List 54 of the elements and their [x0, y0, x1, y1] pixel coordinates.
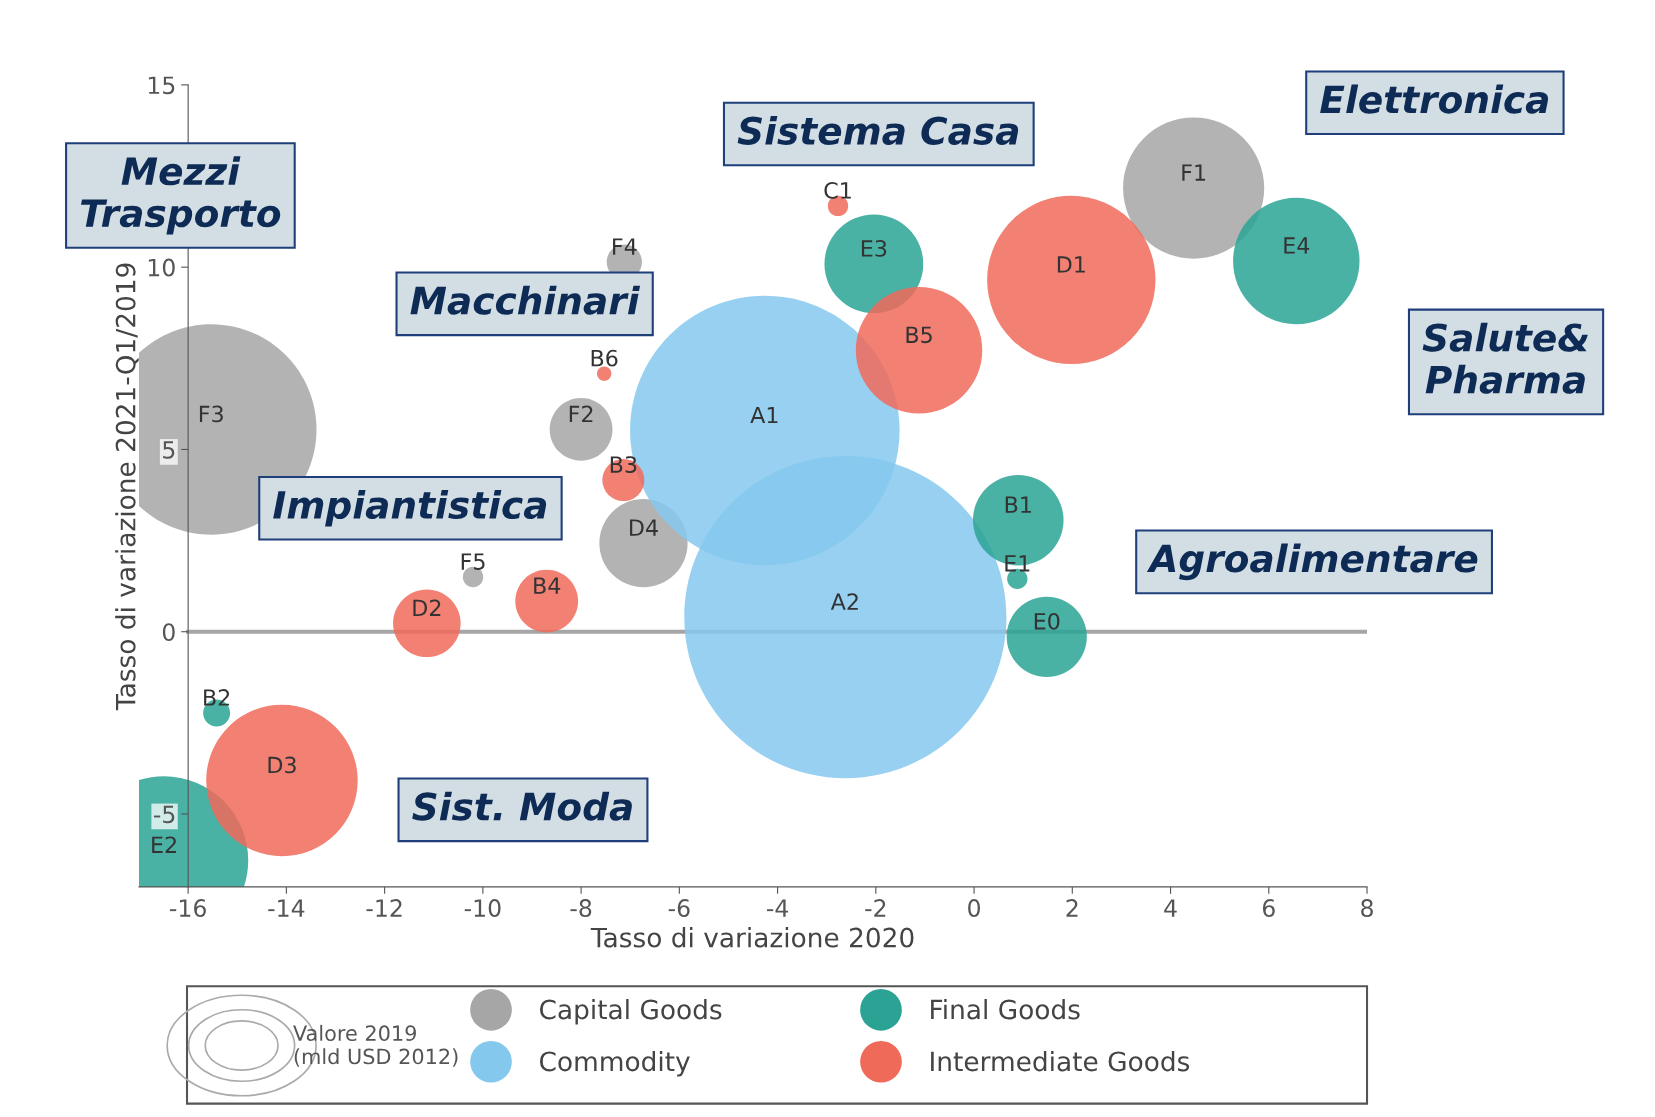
x-axis-title: Tasso di variazione 2020 [590, 927, 914, 948]
data-label: D3 [268, 756, 296, 774]
annotation: Elettronica [1320, 84, 1549, 114]
legend-label: Intermediate Goods [931, 1050, 1190, 1072]
text: Valore 2019 (mld USD 2012) [293, 1024, 458, 1067]
data-label: E2 [152, 836, 176, 853]
x-tick-label: -10 [464, 899, 501, 917]
data-label: B3 [610, 456, 637, 473]
x-tick-label: 0 [968, 899, 981, 917]
x-tick-label: -14 [268, 899, 305, 917]
data-label: D4 [630, 519, 658, 536]
data-label: E0 [1034, 612, 1060, 630]
annotation: Impiantistica [273, 490, 547, 527]
data-label: D2 [413, 599, 441, 616]
legend-label: Final Goods [931, 999, 1080, 1020]
data-label: F2 [569, 405, 593, 422]
annotation: Mezzi Trasporto [81, 156, 281, 235]
annotation: Sistema Casa [737, 115, 1019, 145]
data-label: B6 [591, 349, 618, 367]
x-tick-label: 4 [1164, 899, 1177, 917]
data-label: B1 [1005, 496, 1031, 513]
y-tick-label: 10 [148, 258, 175, 277]
x-tick-label: 8 [1361, 899, 1373, 917]
x-tick-label: -4 [766, 899, 789, 917]
data-label: A2 [830, 593, 858, 610]
legend-label: Commodity [539, 1050, 690, 1077]
x-tick-label: -6 [668, 899, 690, 917]
data-label: B5 [906, 326, 932, 344]
data-label: F3 [199, 405, 223, 423]
y-tick-label: 5 [163, 441, 175, 459]
x-tick-label: -8 [570, 899, 592, 917]
annotation: Sist. Moda [412, 791, 632, 821]
annotation: Macchinari [410, 285, 641, 315]
y-tick-label: -5 [153, 805, 175, 824]
data-label: B2 [204, 689, 230, 706]
data-label: C1 [824, 182, 851, 199]
data-label: D1 [1057, 256, 1085, 273]
y-tick-label: 15 [148, 76, 175, 95]
data-label: F1 [1182, 164, 1206, 181]
x-tick-label: -2 [865, 899, 886, 917]
data-label: F5 [461, 553, 485, 570]
data-label: E4 [1284, 237, 1310, 254]
x-tick-label: -16 [170, 899, 206, 917]
x-tick-label: -12 [366, 899, 402, 917]
x-tick-label: 2 [1066, 899, 1078, 917]
data-label: B4 [534, 577, 561, 594]
y-axis-title: Tasso di variazione 2021-Q1/2019 [115, 263, 139, 711]
data-label: E3 [861, 239, 887, 257]
x-tick-label: 6 [1262, 899, 1275, 917]
data-label: A1 [750, 406, 778, 424]
y-tick-label: 0 [162, 623, 175, 642]
legend-label: Capital Goods [539, 999, 722, 1025]
text: Salute& Pharma [1422, 322, 1588, 394]
annotation: Agroalimentare [1146, 543, 1478, 581]
